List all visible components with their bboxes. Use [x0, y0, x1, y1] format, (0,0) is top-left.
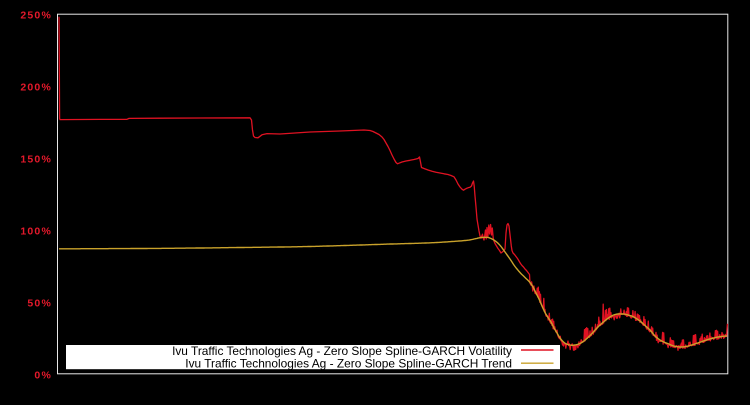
svg-text:150%: 150%	[20, 154, 52, 166]
svg-text:100%: 100%	[20, 226, 52, 238]
svg-text:200%: 200%	[20, 82, 52, 94]
svg-text:50%: 50%	[27, 298, 52, 310]
svg-text:250%: 250%	[20, 10, 52, 22]
svg-text:Ivu Traffic Technologies Ag -: Ivu Traffic Technologies Ag - Zero Slope…	[185, 356, 512, 370]
svg-text:Ivu Traffic Technologies Ag -: Ivu Traffic Technologies Ag - Zero Slope…	[172, 344, 512, 358]
svg-text:0%: 0%	[34, 370, 52, 382]
